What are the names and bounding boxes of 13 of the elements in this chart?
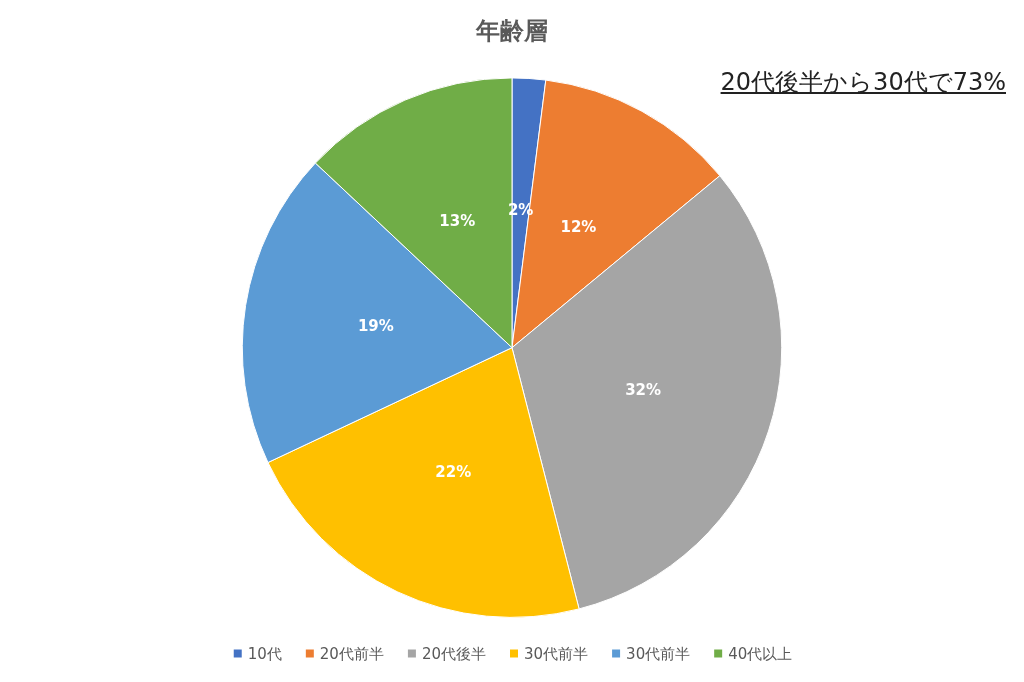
text: 20代後半から30代で73% xyxy=(720,67,1006,98)
legend-label: 40代以上 xyxy=(728,644,793,663)
data-label: 22% xyxy=(435,463,472,482)
data-label: 19% xyxy=(357,317,394,336)
legend-label: 20代後半 xyxy=(421,644,487,663)
data-label: 13% xyxy=(439,212,476,231)
data-label: 12% xyxy=(560,217,597,236)
legend-label: 30代前半 xyxy=(626,644,691,663)
legend-label: 10代 xyxy=(247,644,282,663)
data-label: 32% xyxy=(625,381,662,400)
chart-title: 年齢層 xyxy=(475,17,548,45)
legend-label: 20代前半 xyxy=(319,644,384,663)
legend-label: 30代前半 xyxy=(524,644,589,663)
